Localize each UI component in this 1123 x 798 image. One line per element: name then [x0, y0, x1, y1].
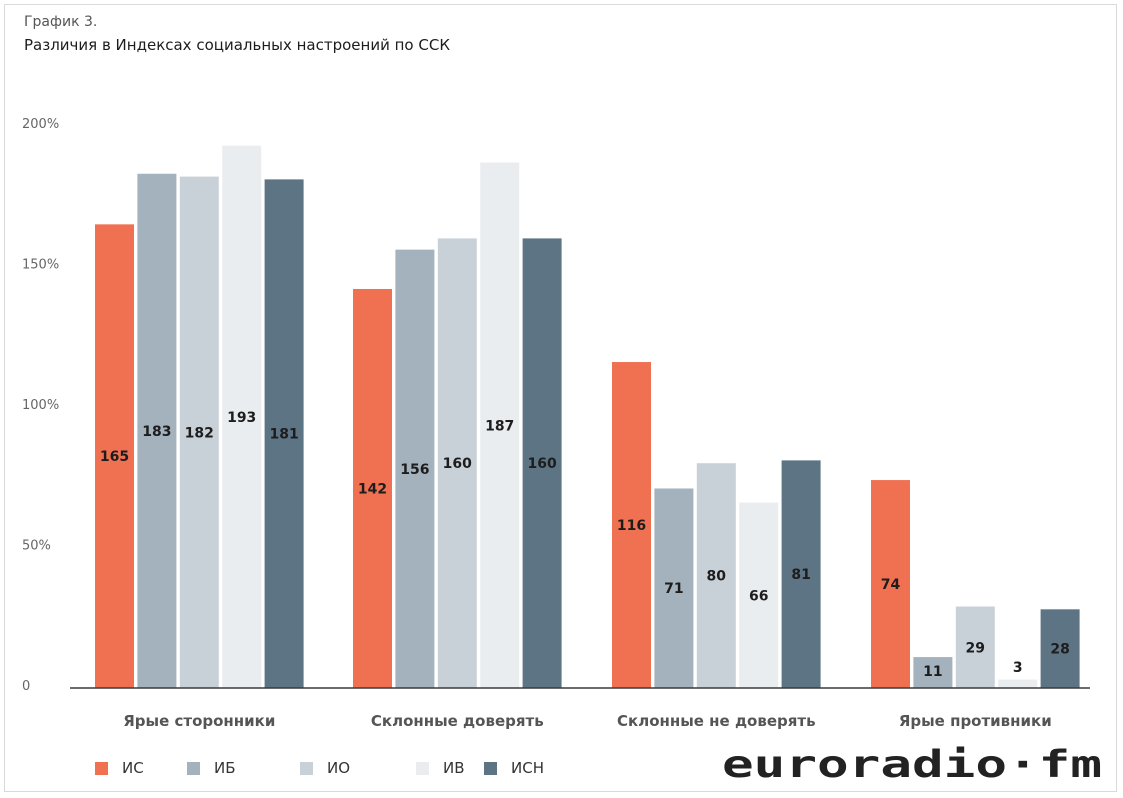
- bar-ИВ-3: [739, 502, 779, 688]
- legend-label: ИС: [122, 759, 144, 777]
- legend-label: ИБ: [214, 759, 236, 777]
- bar-ИВ-1: [222, 145, 262, 689]
- data-label: 28: [1050, 642, 1069, 658]
- data-label: 80: [707, 569, 727, 585]
- bar-ИБ-2: [395, 249, 435, 688]
- chart-frame: [4, 4, 1117, 792]
- bar-ИСН-2: [522, 238, 562, 688]
- legend-swatch: [484, 761, 497, 775]
- data-label: 156: [400, 462, 429, 478]
- bar-ИВ-2: [480, 162, 520, 688]
- bar-ИБ-3: [654, 488, 694, 688]
- data-label: 74: [881, 577, 901, 593]
- bar-ИСН-3: [781, 460, 821, 688]
- data-label: 187: [485, 418, 514, 434]
- y-tick-label: 200%: [22, 117, 59, 132]
- bar-ИС-4: [871, 480, 910, 688]
- chart-subtitle: График 3.: [24, 14, 98, 30]
- data-label: 142: [358, 481, 387, 497]
- chart-title: Различия в Индексах социальных настроени…: [24, 36, 450, 54]
- bar-ИС-1: [95, 224, 134, 688]
- data-label: 165: [100, 449, 129, 465]
- data-label: 11: [923, 664, 942, 680]
- legend-label: ИВ: [443, 759, 465, 777]
- legend-swatch: [187, 761, 200, 775]
- legend-label: ИСН: [511, 759, 544, 777]
- data-label: 71: [664, 581, 683, 597]
- euroradio-logo: euroradio·fm: [722, 745, 1102, 785]
- y-tick-label: 100%: [22, 398, 59, 413]
- legend-swatch: [416, 761, 429, 775]
- bar-ИО-3: [696, 463, 736, 688]
- bar-ИО-1: [179, 176, 219, 688]
- data-label: 160: [443, 456, 472, 472]
- data-label: 29: [966, 640, 985, 656]
- legend-item-ИС: ИС: [95, 756, 144, 780]
- category-label: Ярые сторонники: [123, 712, 275, 730]
- bar-ИБ-1: [137, 173, 177, 688]
- data-label: 66: [749, 588, 768, 604]
- bar-ИБ-4: [913, 657, 953, 688]
- y-tick-label: 0: [22, 679, 30, 694]
- bar-ИСН-1: [264, 179, 304, 688]
- category-label: Склонные доверять: [371, 712, 544, 730]
- data-label: 160: [527, 456, 556, 472]
- bar-ИС-2: [353, 288, 392, 688]
- legend-item-ИБ: ИБ: [187, 756, 236, 780]
- legend-swatch: [300, 761, 313, 775]
- bar-ИСН-4: [1040, 609, 1080, 688]
- legend-item-ИСН: ИСН: [484, 756, 544, 780]
- legend-item-ИВ: ИВ: [416, 756, 465, 780]
- y-tick-label: 50%: [22, 539, 51, 554]
- data-label: 116: [617, 518, 646, 534]
- bar-ИВ-4: [998, 679, 1038, 688]
- legend-swatch: [95, 761, 108, 775]
- data-label: 3: [1013, 660, 1023, 676]
- logo-text: euroradio·fm: [722, 745, 1102, 785]
- bar-ИО-4: [955, 606, 995, 688]
- legend-label: ИО: [327, 759, 351, 777]
- data-label: 182: [185, 425, 214, 441]
- bar-ИО-2: [437, 238, 477, 688]
- data-label: 193: [227, 410, 256, 426]
- data-label: 183: [142, 424, 171, 440]
- data-label: 181: [269, 427, 298, 443]
- legend-item-ИО: ИО: [300, 756, 350, 780]
- bar-ИС-3: [612, 362, 651, 688]
- category-label: Ярые противники: [899, 712, 1052, 730]
- data-label: 81: [791, 567, 810, 583]
- bar-chart: 0 50% 100% 150% 200% 165 183 182 193 181 Ярые стор…: [22, 117, 1090, 730]
- category-label: Склонные не доверять: [617, 712, 816, 730]
- y-tick-label: 150%: [22, 258, 59, 273]
